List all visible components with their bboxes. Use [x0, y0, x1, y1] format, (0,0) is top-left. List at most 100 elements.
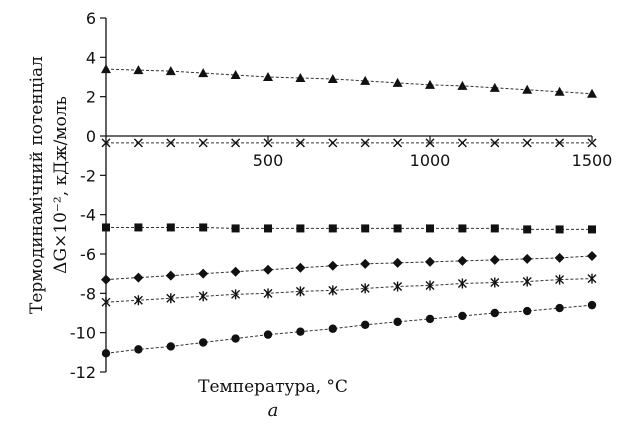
data-point-star	[393, 281, 403, 292]
data-point-diamond	[165, 270, 176, 281]
series-line	[105, 68, 593, 95]
axes-group	[105, 18, 592, 372]
data-point-circle	[425, 314, 435, 324]
data-point-x	[587, 138, 597, 148]
y-tick-label: 0	[86, 127, 96, 146]
y-tick-label: -6	[80, 245, 96, 264]
series-layer	[101, 64, 597, 358]
data-point-diamond	[263, 264, 273, 275]
data-point-x	[328, 138, 338, 148]
data-point-circle	[263, 330, 273, 339]
data-point-diamond	[554, 252, 565, 263]
data-point-diamond	[327, 260, 338, 271]
data-point-triangle	[101, 64, 111, 74]
data-point-diamond	[522, 253, 533, 264]
data-point-star	[263, 288, 273, 299]
data-point-square	[166, 223, 175, 232]
data-point-diamond	[392, 257, 403, 268]
data-point-star	[555, 274, 565, 285]
data-point-circle	[296, 327, 305, 336]
data-point-triangle	[295, 72, 306, 82]
data-point-x	[263, 138, 273, 148]
x-tick-label: 1000	[410, 151, 451, 170]
data-point-triangle	[133, 65, 144, 75]
data-point-star	[295, 286, 305, 297]
y-tick-label: -12	[70, 363, 96, 382]
data-point-star	[101, 297, 111, 308]
data-point-square	[523, 225, 532, 234]
data-point-circle	[458, 311, 467, 321]
data-point-diamond	[360, 258, 371, 269]
data-point-circle	[134, 345, 143, 354]
data-point-square	[264, 224, 272, 233]
data-point-star	[231, 289, 241, 300]
series-triangle	[101, 64, 597, 98]
data-point-square	[134, 223, 143, 232]
data-point-circle	[231, 334, 240, 343]
data-point-x	[457, 138, 467, 148]
data-point-x	[231, 138, 241, 148]
x-tick-label: 500	[253, 151, 284, 170]
data-point-diamond	[101, 274, 111, 285]
data-point-circle	[587, 300, 597, 310]
data-point-circle	[555, 303, 564, 313]
data-point-triangle	[327, 73, 338, 83]
data-point-star	[360, 283, 370, 294]
y-axis-title-line-1: Термодинамічний потенціал	[27, 56, 47, 314]
data-point-circle	[101, 349, 111, 358]
data-point-x	[522, 138, 532, 148]
data-point-circle	[361, 320, 370, 329]
data-point-triangle	[230, 70, 241, 80]
data-point-square	[296, 224, 305, 233]
data-point-x	[555, 138, 565, 148]
series-square	[102, 223, 596, 234]
data-point-circle	[523, 306, 532, 316]
data-point-x	[295, 138, 305, 148]
series-x	[101, 138, 597, 148]
data-point-square	[458, 224, 467, 233]
data-point-square	[490, 224, 499, 233]
data-point-triangle	[198, 68, 209, 78]
data-point-diamond	[457, 255, 468, 266]
data-point-x	[198, 138, 208, 148]
y-tick-label: 6	[86, 9, 96, 28]
data-point-diamond	[587, 250, 597, 261]
data-point-diamond	[230, 266, 241, 277]
data-point-square	[328, 224, 337, 233]
data-point-triangle	[554, 86, 565, 96]
data-point-x	[393, 138, 403, 148]
series-diamond	[101, 250, 597, 285]
data-point-star	[522, 276, 532, 287]
data-point-diamond	[489, 254, 500, 265]
data-point-diamond	[295, 262, 306, 273]
data-point-triangle	[425, 79, 435, 89]
x-axis-title: Температура, °С	[198, 377, 348, 397]
series-line	[105, 255, 593, 281]
figure-caption: а	[268, 400, 279, 421]
y-tick-label: -10	[70, 324, 96, 343]
data-point-triangle	[392, 77, 403, 87]
data-point-diamond	[425, 256, 435, 267]
data-point-triangle	[489, 82, 500, 92]
y-tick-label: 2	[86, 88, 96, 107]
data-point-triangle	[587, 88, 597, 98]
data-point-square	[555, 225, 564, 234]
y-tick-label: -2	[80, 166, 96, 185]
y-tick-label: -4	[80, 206, 96, 225]
data-point-circle	[199, 338, 208, 347]
data-point-star	[328, 285, 338, 296]
data-point-star	[198, 291, 208, 302]
data-point-star	[490, 277, 500, 288]
data-point-square	[199, 223, 208, 232]
y-tick-label: -8	[80, 284, 96, 303]
data-point-triangle	[457, 80, 468, 90]
data-point-star	[425, 280, 435, 291]
data-point-x	[425, 138, 435, 148]
data-point-diamond	[198, 268, 209, 279]
series-line	[106, 226, 592, 230]
data-point-x	[133, 138, 143, 148]
data-point-circle	[166, 342, 175, 351]
data-point-triangle	[360, 75, 371, 85]
